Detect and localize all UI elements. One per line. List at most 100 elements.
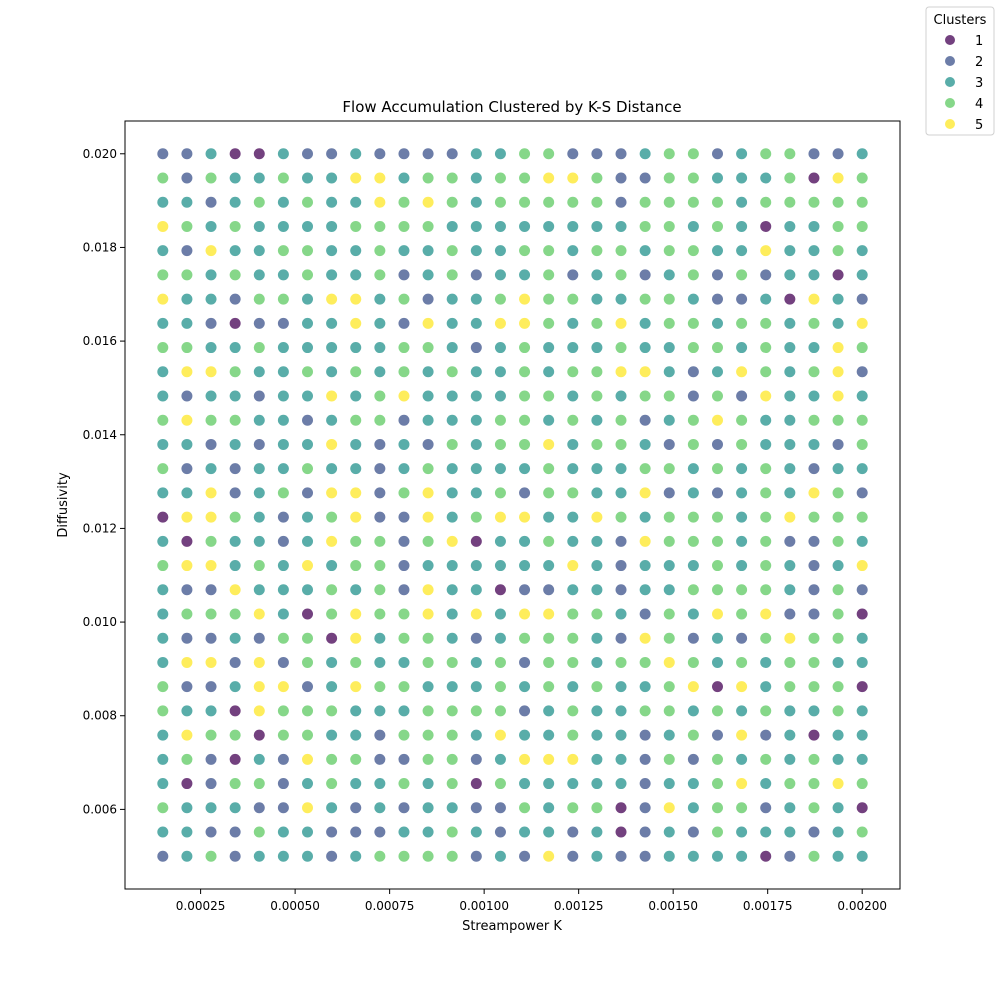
x-axis-label: Streampower K [462,919,562,934]
data-point-cluster-4 [808,802,820,814]
data-point-cluster-3 [229,632,241,644]
data-point-cluster-3 [374,632,386,644]
data-point-cluster-3 [494,220,506,232]
data-point-cluster-5 [205,511,217,523]
data-point-cluster-3 [205,342,217,354]
data-point-cluster-3 [277,438,289,450]
x-axis-ticks: 0.00025 0.00050 0.00075 0.00100 0.00125 0.001… [176,889,887,913]
data-point-cluster-3 [326,681,338,693]
data-point-cluster-4 [543,535,555,547]
data-point-cluster-4 [832,608,844,620]
data-point-cluster-3 [277,196,289,208]
data-point-cluster-4 [326,753,338,765]
data-point-cluster-4 [543,656,555,668]
data-point-cluster-3 [687,705,699,717]
x-tick-label: 0.00075 [365,899,415,913]
data-point-cluster-3 [470,656,482,668]
data-point-cluster-4 [856,220,868,232]
data-point-cluster-3 [639,681,651,693]
data-point-cluster-2 [808,560,820,572]
data-point-cluster-3 [543,414,555,426]
data-point-cluster-3 [181,487,193,499]
data-point-cluster-2 [181,632,193,644]
data-point-cluster-2 [615,148,627,160]
legend-label-cluster-3: 3 [975,76,983,91]
data-point-cluster-3 [446,511,458,523]
data-point-cluster-3 [398,463,410,475]
data-point-cluster-3 [784,802,796,814]
data-point-cluster-3 [422,245,434,257]
data-point-cluster-3 [760,172,772,184]
data-point-cluster-2 [398,269,410,281]
data-point-cluster-3 [446,414,458,426]
data-point-cluster-5 [181,511,193,523]
data-point-cluster-5 [446,535,458,547]
data-point-cluster-4 [519,802,531,814]
data-point-cluster-3 [470,487,482,499]
data-point-cluster-3 [760,293,772,305]
data-point-cluster-2 [832,148,844,160]
data-point-cluster-3 [253,172,265,184]
data-point-cluster-4 [663,463,675,475]
y-tick-label: 0.016 [83,334,117,348]
data-point-cluster-4 [446,245,458,257]
data-point-cluster-5 [784,632,796,644]
data-point-cluster-3 [326,656,338,668]
data-point-cluster-3 [446,584,458,596]
data-point-cluster-3 [277,342,289,354]
data-point-cluster-3 [446,390,458,402]
data-point-cluster-3 [832,656,844,668]
data-point-cluster-3 [350,584,362,596]
data-point-cluster-4 [157,802,169,814]
data-point-cluster-2 [398,535,410,547]
data-point-cluster-3 [736,220,748,232]
data-point-cluster-3 [157,317,169,329]
legend-box [925,6,995,136]
data-point-cluster-3 [446,487,458,499]
data-point-cluster-4 [832,681,844,693]
data-point-cluster-4 [205,535,217,547]
data-point-cluster-3 [302,438,314,450]
data-point-cluster-3 [350,463,362,475]
data-point-cluster-4 [422,172,434,184]
data-point-cluster-4 [567,487,579,499]
data-point-cluster-2 [470,802,482,814]
y-tick-label: 0.018 [83,240,117,254]
data-point-cluster-4 [591,366,603,378]
data-point-cluster-4 [808,778,820,790]
data-point-cluster-2 [398,414,410,426]
data-point-cluster-4 [736,656,748,668]
data-point-cluster-3 [494,850,506,862]
data-point-cluster-4 [808,681,820,693]
data-point-cluster-3 [277,584,289,596]
data-point-cluster-1 [229,705,241,717]
data-point-cluster-4 [277,487,289,499]
data-point-cluster-4 [157,414,169,426]
data-point-cluster-4 [808,656,820,668]
data-point-cluster-2 [784,535,796,547]
data-point-cluster-4 [277,293,289,305]
data-point-cluster-2 [615,584,627,596]
data-point-cluster-3 [374,778,386,790]
data-point-cluster-3 [446,293,458,305]
data-point-cluster-3 [784,584,796,596]
legend-label-cluster-2: 2 [975,55,983,70]
data-point-cluster-3 [543,826,555,838]
data-point-cluster-3 [591,535,603,547]
data-point-cluster-3 [760,778,772,790]
data-point-cluster-2 [639,414,651,426]
data-point-cluster-3 [350,705,362,717]
data-point-cluster-3 [639,584,651,596]
data-point-cluster-3 [422,681,434,693]
data-point-cluster-4 [808,511,820,523]
data-point-cluster-1 [856,608,868,620]
data-point-cluster-5 [808,293,820,305]
data-point-cluster-3 [157,438,169,450]
data-point-cluster-2 [543,584,555,596]
data-point-cluster-2 [519,705,531,717]
data-point-cluster-2 [760,269,772,281]
data-point-cluster-3 [663,366,675,378]
data-point-cluster-3 [711,366,723,378]
data-point-cluster-2 [784,608,796,620]
data-point-cluster-4 [302,656,314,668]
